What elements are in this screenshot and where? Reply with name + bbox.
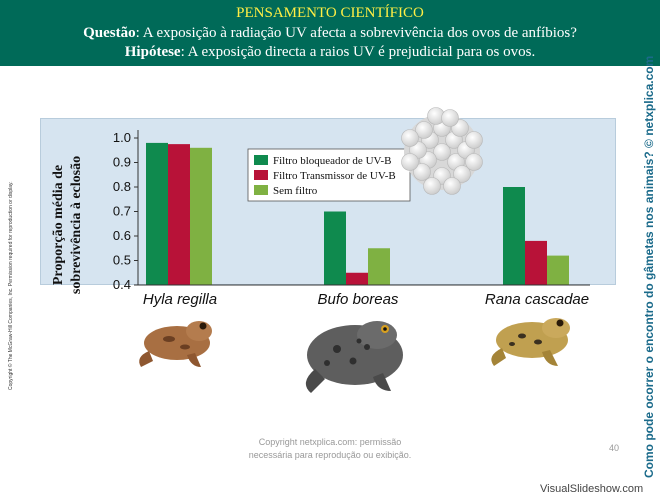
legend-box: [247, 148, 411, 202]
page-number: 40: [609, 443, 620, 453]
hypothesis-line: Hipótese: A exposição directa a raios UV…: [0, 44, 660, 61]
legend-swatch: [254, 170, 268, 180]
x-tick-label: Bufo boreas: [318, 291, 399, 308]
legend-swatch: [254, 185, 268, 195]
y-axis-ticks: 1.0 0.9 0.8 0.7 0.6 0.5 0.4: [113, 130, 138, 292]
bar: [525, 240, 547, 285]
y-tick-label: 0.9: [113, 155, 131, 170]
bar: [368, 248, 390, 285]
question-text: : A exposição à radiação UV afecta a sob…: [135, 25, 577, 41]
legend-label: Filtro Transmissor de UV-B: [273, 170, 396, 182]
hyla-regilla-frog-image: [139, 321, 212, 367]
slide-title: PENSAMENTO CIENTÍFICO: [236, 5, 424, 21]
bar: [146, 142, 168, 285]
legend: Filtro bloqueador de UV-B Filtro Transmis…: [247, 148, 411, 202]
x-tick-label: Rana cascadae: [485, 291, 589, 308]
legend-label: Filtro bloqueador de UV-B: [273, 155, 391, 167]
x-axis-labels: Hyla regilla Bufo boreas Rana cascadae: [143, 291, 589, 308]
legend-label: Sem filtro: [273, 185, 318, 197]
bar: [547, 255, 569, 285]
bar: [190, 147, 212, 285]
y-axis-label: Proporção média de sobrevivência à eclos…: [51, 156, 84, 294]
bar: [346, 272, 368, 285]
header-banner: PENSAMENTO CIENTÍFICO Questão: A exposiç…: [0, 0, 660, 66]
bar: [503, 187, 525, 285]
y-tick-label: 0.5: [113, 253, 131, 268]
y-tick-label: 0.8: [113, 179, 131, 194]
hypothesis-label: Hipótese: [124, 44, 181, 60]
hypothesis-text: : A exposição directa a raios UV é preju…: [180, 44, 536, 60]
legend-swatch: [254, 155, 268, 165]
y-tick-label: 1.0: [113, 130, 131, 145]
bars: [146, 142, 569, 285]
question-line: Questão: A exposição à radiação UV afect…: [0, 25, 660, 42]
rana-cascadae-frog-image: [491, 318, 570, 366]
watermark: VisualSlideshow.com: [540, 483, 644, 495]
footer-line2: necessária para reprodução ou exibição.: [248, 450, 412, 460]
egg-mass-image: [401, 107, 483, 195]
bufo-boreas-toad-image: [305, 321, 403, 393]
side-caption: Como pode ocorrer o encontro do gâmetas …: [642, 55, 656, 478]
bar: [168, 144, 190, 285]
question-label: Questão: [83, 25, 136, 41]
footer-copyright: Copyright netxplica.com: permissão neces…: [230, 436, 430, 462]
y-tick-label: 0.7: [113, 204, 131, 219]
y-axis-label-line2: sobrevivência à eclosão: [69, 156, 84, 294]
footer-line1: Copyright netxplica.com: permissão: [258, 437, 402, 447]
bar: [324, 211, 346, 285]
y-axis-label-line1: Proporção média de: [51, 165, 66, 285]
y-tick-label: 0.4: [113, 277, 131, 292]
x-tick-label: Hyla regilla: [143, 291, 217, 308]
y-tick-label: 0.6: [113, 228, 131, 243]
